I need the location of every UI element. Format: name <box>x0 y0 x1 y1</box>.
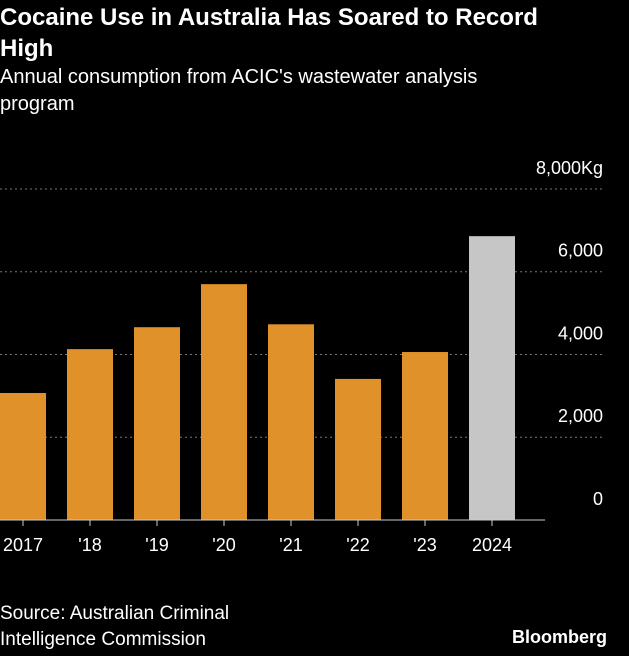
chart-title: Cocaine Use in Australia Has Soared to R… <box>0 4 538 62</box>
y-tick-label: 4,000 <box>558 323 603 343</box>
source-note: Source: Australian Criminal Intelligence… <box>0 603 230 650</box>
chart-subtitle: Annual consumption from ACIC's wastewate… <box>0 66 478 115</box>
y-tick-label: 8,000Kg <box>536 158 603 178</box>
x-tick-label: 2017 <box>3 535 43 555</box>
y-tick-label: 0 <box>593 489 603 509</box>
bar <box>0 392 46 520</box>
bar <box>402 352 448 520</box>
bar <box>268 324 314 520</box>
x-tick-label: '22 <box>346 535 369 555</box>
x-tick-label: '19 <box>145 535 168 555</box>
x-tick-label: 2024 <box>472 535 512 555</box>
bar <box>134 327 180 520</box>
chart: 0 2,000 4,000 6,000 8,000Kg 2017 '18 '19 '20 '21 '… <box>0 158 603 555</box>
x-tick-label: '20 <box>212 535 235 555</box>
bar <box>335 378 381 520</box>
x-tick-label: '21 <box>279 535 302 555</box>
bar <box>67 349 113 520</box>
bar <box>201 284 247 520</box>
x-tick-label: '18 <box>78 535 101 555</box>
y-tick-label: 6,000 <box>558 241 603 261</box>
bar <box>469 236 515 521</box>
brand-logo: Bloomberg <box>511 627 607 647</box>
y-tick-label: 2,000 <box>558 406 603 426</box>
x-tick-label: '23 <box>413 535 436 555</box>
